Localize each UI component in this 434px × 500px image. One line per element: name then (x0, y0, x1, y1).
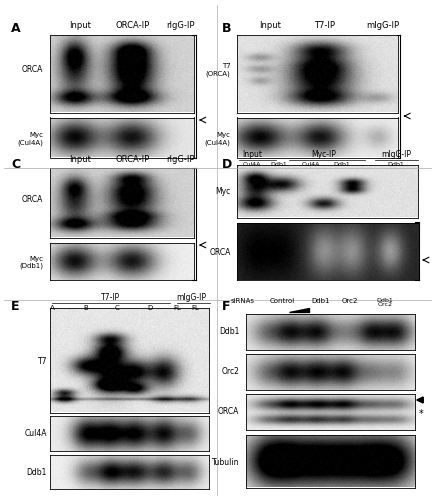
Text: Input: Input (69, 155, 91, 164)
Text: mIgG-IP: mIgG-IP (365, 21, 398, 30)
Text: B: B (221, 22, 231, 36)
Text: rIgG-IP: rIgG-IP (166, 21, 194, 30)
Text: ORCA: ORCA (22, 64, 43, 74)
Text: *: * (418, 409, 422, 419)
Text: Ddb1: Ddb1 (218, 328, 239, 336)
Text: ORCA: ORCA (22, 196, 43, 204)
Text: Input: Input (242, 150, 262, 159)
Text: ORCA: ORCA (209, 248, 230, 257)
Text: Orc2: Orc2 (377, 302, 391, 308)
Text: A: A (11, 22, 20, 36)
Text: mIgG-IP: mIgG-IP (380, 150, 410, 159)
Text: Orc2: Orc2 (341, 298, 358, 304)
Text: Myc-IP: Myc-IP (311, 150, 336, 159)
Text: Myc: Myc (215, 187, 230, 196)
Text: FL: FL (191, 305, 199, 311)
Text: Cul4A: Cul4A (301, 162, 319, 166)
Text: Orc2: Orc2 (221, 368, 239, 376)
Text: ORCA: ORCA (217, 408, 239, 416)
Text: D: D (221, 158, 232, 170)
Text: B: B (84, 305, 88, 311)
Text: Input: Input (258, 21, 280, 30)
Text: T7-IP: T7-IP (101, 293, 120, 302)
Text: Ddb1: Ddb1 (332, 162, 349, 166)
Text: Ddb1: Ddb1 (311, 298, 329, 304)
Text: A: A (50, 305, 54, 311)
Text: mIgG-IP: mIgG-IP (176, 293, 206, 302)
Text: Tubulin: Tubulin (211, 458, 239, 467)
Text: Cul4A: Cul4A (24, 429, 47, 438)
Text: T7: T7 (37, 356, 47, 366)
Text: C: C (115, 305, 119, 311)
Text: FL: FL (173, 305, 181, 311)
Text: rIgG-IP: rIgG-IP (166, 155, 194, 164)
Text: Ddb1: Ddb1 (270, 162, 286, 166)
Text: Myc
(Cul4A): Myc (Cul4A) (204, 132, 230, 146)
Text: Ddb1: Ddb1 (376, 298, 392, 302)
Text: Myc
(Cul4A): Myc (Cul4A) (18, 132, 43, 146)
Text: T7-IP: T7-IP (313, 21, 334, 30)
Text: Cul4A: Cul4A (243, 162, 261, 166)
Text: siRNAs: siRNAs (230, 298, 254, 304)
Text: T7
(ORCA): T7 (ORCA) (205, 63, 230, 76)
Text: C: C (11, 158, 20, 170)
Text: Myc
(Ddb1): Myc (Ddb1) (20, 256, 43, 269)
Text: ORCA-IP: ORCA-IP (115, 155, 149, 164)
Text: Ddb1: Ddb1 (387, 162, 403, 166)
Text: D: D (147, 305, 152, 311)
Text: E: E (11, 300, 20, 313)
Text: Input: Input (69, 21, 91, 30)
Text: ORCA-IP: ORCA-IP (115, 21, 149, 30)
Text: F: F (221, 300, 230, 313)
Text: Ddb1: Ddb1 (26, 468, 47, 477)
Text: Control: Control (269, 298, 294, 304)
